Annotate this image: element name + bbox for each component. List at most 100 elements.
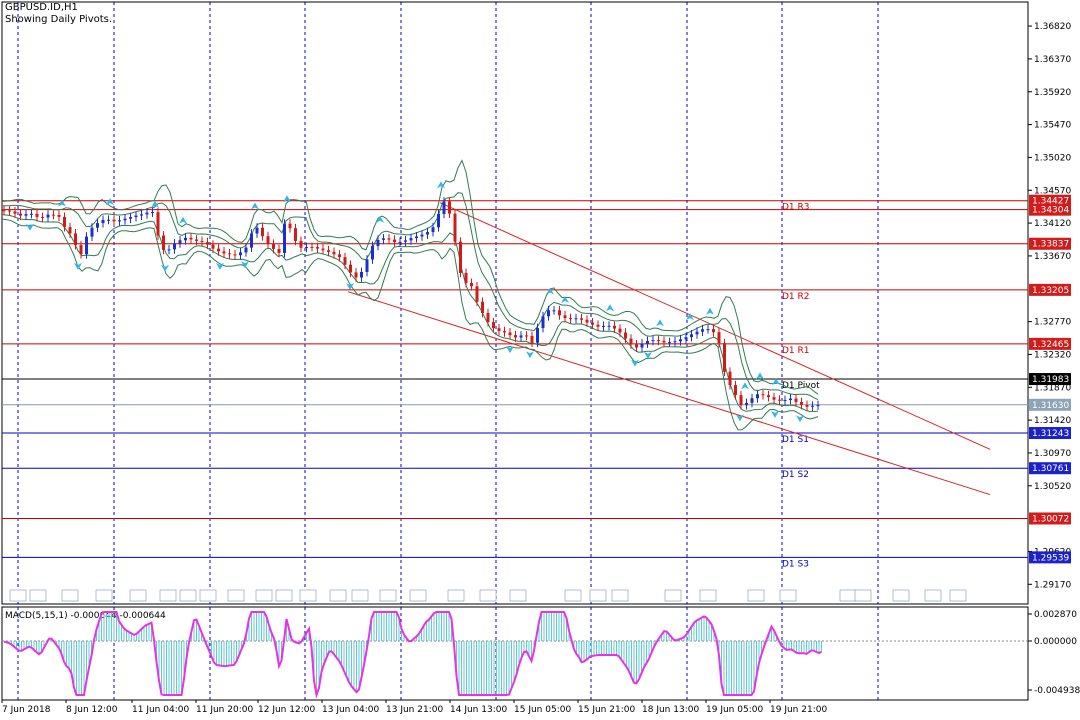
band-line xyxy=(1,214,819,413)
fractal-up-arrow xyxy=(741,382,749,390)
candle-body xyxy=(13,211,17,214)
candle-body xyxy=(206,242,209,245)
fractal-down-arrow xyxy=(346,282,354,290)
candle-body xyxy=(35,213,39,217)
candle-body xyxy=(415,236,418,239)
candle-body xyxy=(338,254,341,258)
pivot-name: D1 R3 xyxy=(782,203,810,213)
candle-body xyxy=(79,245,83,255)
candle-body xyxy=(382,238,385,240)
fractal-down-arrow xyxy=(736,414,744,422)
candle-body xyxy=(151,212,154,214)
candle-body xyxy=(580,318,583,320)
candle-body xyxy=(228,253,231,255)
price-tag-label: 1.31983 xyxy=(1032,375,1069,385)
candle-body xyxy=(200,240,204,243)
fractal-up-arrow xyxy=(606,304,614,312)
candle-body xyxy=(250,233,253,248)
price-tag xyxy=(1029,551,1071,564)
candle-body xyxy=(739,395,743,406)
candle-body xyxy=(371,245,374,260)
price-tag xyxy=(1029,398,1071,411)
candle-body xyxy=(63,216,66,228)
y-tick-label: 1.31420 xyxy=(1034,416,1071,426)
candle-body xyxy=(239,252,242,256)
y-tick-label: 1.29170 xyxy=(1034,580,1071,590)
candle-body xyxy=(789,398,792,401)
candle-body xyxy=(613,325,616,329)
session-tag xyxy=(255,589,273,602)
session-tag xyxy=(839,589,857,602)
candle-body xyxy=(541,316,545,329)
fractal-down-arrow xyxy=(771,410,779,418)
candle-body xyxy=(618,328,622,333)
candle-body xyxy=(222,251,226,254)
session-tag xyxy=(854,589,872,602)
candle-body xyxy=(800,402,803,405)
candle-body xyxy=(525,335,528,337)
candle-body xyxy=(101,219,105,224)
price-tag xyxy=(1029,337,1071,350)
candle-body xyxy=(299,240,303,248)
session-tag xyxy=(892,589,910,602)
candle-body xyxy=(365,259,369,272)
candle-body xyxy=(794,398,798,403)
main-frame xyxy=(1,1,1029,605)
session-tag xyxy=(9,589,27,602)
fractal-up-arrow xyxy=(686,313,694,321)
candle-body xyxy=(129,217,132,219)
session-tag xyxy=(329,589,347,602)
candle-body xyxy=(514,335,517,338)
fractal-down-arrow xyxy=(26,223,34,231)
band-line xyxy=(1,159,819,395)
candle-body xyxy=(624,332,627,339)
fractal-down-arrow xyxy=(631,359,639,367)
candle-body xyxy=(503,331,506,333)
candle-body xyxy=(2,210,6,212)
candle-body xyxy=(266,236,270,244)
candle-body xyxy=(552,310,556,312)
macd-tick-label: -0.004938 xyxy=(1034,686,1080,696)
fractal-up-arrow xyxy=(561,296,569,304)
candle-body xyxy=(431,227,435,233)
candle-body xyxy=(712,329,715,333)
candle-body xyxy=(646,340,649,344)
pivot-name: D1 R1 xyxy=(782,346,810,356)
session-tag xyxy=(129,589,147,602)
fractal-up-arrow xyxy=(179,216,187,224)
candle-body xyxy=(68,227,72,234)
candle-body xyxy=(602,325,605,327)
price-tag xyxy=(1029,237,1071,250)
fractal-up-arrow xyxy=(58,199,66,207)
fractal-up-arrow xyxy=(283,195,291,203)
x-tick-label: 15 Jun 05:00 xyxy=(514,705,571,715)
x-tick-label: 11 Jun 04:00 xyxy=(132,705,189,715)
candle-body xyxy=(305,246,308,248)
candle-body xyxy=(728,371,732,386)
candle-body xyxy=(189,237,193,240)
price-tag-label: 1.31243 xyxy=(1032,429,1069,439)
candle-body xyxy=(156,212,160,236)
price-tag xyxy=(1029,373,1071,386)
candle-body xyxy=(393,239,396,243)
session-tag xyxy=(479,589,497,602)
fractal-down-arrow xyxy=(74,262,82,270)
session-tag xyxy=(159,589,177,602)
candle-body xyxy=(668,342,671,344)
fractal-down-arrow xyxy=(526,351,534,359)
price-tag xyxy=(1029,512,1071,525)
candle-body xyxy=(448,201,451,214)
candle-body xyxy=(673,341,677,343)
candle-body xyxy=(96,223,99,228)
candle-body xyxy=(294,228,297,241)
session-tag xyxy=(409,589,427,602)
pivot-name: D1 S1 xyxy=(782,435,809,445)
candle-body xyxy=(332,251,336,255)
session-tag xyxy=(351,589,369,602)
candle-body xyxy=(475,286,479,302)
session-tag xyxy=(227,589,245,602)
price-tag xyxy=(1029,283,1071,296)
candle-body xyxy=(52,214,55,216)
candle-body xyxy=(723,343,726,372)
candle-body xyxy=(574,318,578,320)
